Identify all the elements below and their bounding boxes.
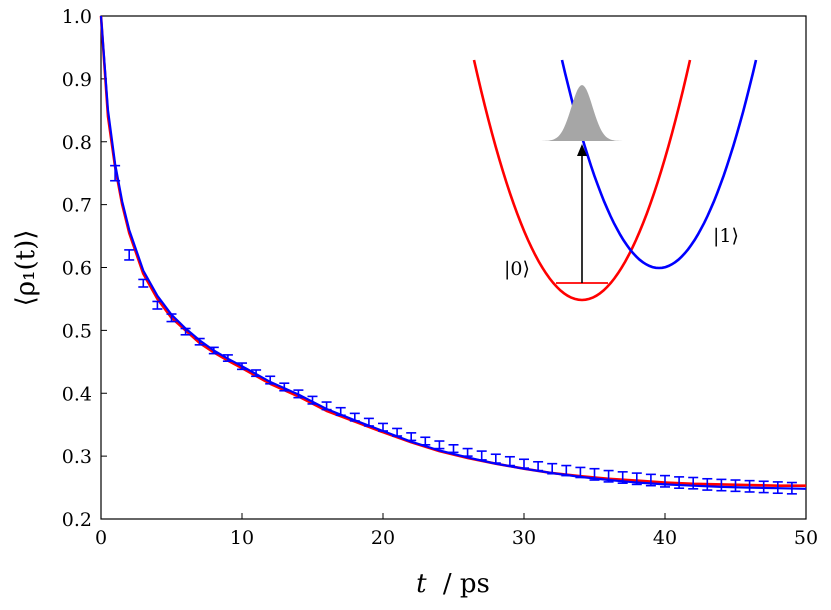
y-tick-label: 0.3 xyxy=(62,446,92,468)
error-bar xyxy=(349,412,360,422)
x-tick-label: 10 xyxy=(230,527,254,549)
error-bar xyxy=(237,362,247,371)
error-bar xyxy=(208,346,219,355)
error-bar xyxy=(406,432,417,442)
y-tick-label: 0.8 xyxy=(62,132,92,154)
y-tick-label: 0.2 xyxy=(62,509,92,531)
error-bar xyxy=(772,481,783,495)
x-axis-unit: / ps xyxy=(443,569,490,599)
error-bar xyxy=(222,354,233,362)
ticks: 0 10 20 30 40 50 0.2 0.3 0.4 0.5 0.6 0.7 0.8 0.9 1.0 xyxy=(62,6,818,549)
error-bar xyxy=(434,440,445,450)
error-bar xyxy=(321,401,332,411)
error-bar xyxy=(392,427,403,437)
y-tick-label: 0.6 xyxy=(62,258,92,280)
inset-potential-diagram: |0⟩ |1⟩ xyxy=(472,59,758,302)
error-bar xyxy=(335,406,346,417)
error-bar xyxy=(716,478,727,492)
error-bar xyxy=(645,473,656,487)
error-bar xyxy=(603,469,614,483)
error-bar xyxy=(504,455,515,467)
error-bar xyxy=(448,444,459,454)
ket-1-label: |1⟩ xyxy=(713,225,739,247)
error-bar xyxy=(462,447,473,457)
excitation-arrow-head xyxy=(577,144,587,156)
error-bar xyxy=(631,472,642,486)
error-bar xyxy=(519,458,529,469)
error-bar xyxy=(660,474,670,488)
error-bar xyxy=(124,249,135,261)
error-bar xyxy=(533,460,544,472)
error-bar xyxy=(589,467,600,481)
error-bar xyxy=(138,278,149,288)
y-tick-label: 0.7 xyxy=(62,195,92,217)
error-bar xyxy=(476,450,487,461)
y-tick-label: 0.4 xyxy=(62,383,92,405)
error-bar xyxy=(490,453,501,464)
error-bar xyxy=(152,300,163,310)
error-bar xyxy=(363,417,374,427)
series-line-1 xyxy=(99,15,806,488)
y-tick-label: 1.0 xyxy=(62,6,92,28)
x-tick-label: 20 xyxy=(371,527,395,549)
error-bar xyxy=(547,462,558,475)
ground-state-potential-curve xyxy=(472,59,692,302)
x-axis-label: t / ps xyxy=(416,569,490,599)
x-tick-label: 40 xyxy=(653,527,677,549)
series xyxy=(99,15,807,490)
error-bar xyxy=(575,466,586,479)
error-bar xyxy=(561,464,572,477)
error-bar xyxy=(307,395,318,405)
ket-0-label: |0⟩ xyxy=(504,258,530,280)
x-tick-label: 0 xyxy=(95,527,107,549)
x-axis-variable: t xyxy=(416,569,427,599)
error-bar xyxy=(730,479,741,493)
error-bar xyxy=(265,375,276,385)
y-tick-label: 0.9 xyxy=(62,69,92,91)
error-bar xyxy=(180,327,191,336)
error-bar xyxy=(293,389,304,399)
error-bars xyxy=(110,164,797,495)
wavepacket-shape xyxy=(537,85,627,141)
y-tick-label: 0.5 xyxy=(62,320,92,342)
y-axis-label: ⟨ρ₁(t)⟩ xyxy=(11,230,41,307)
excited-state-potential-curve xyxy=(560,59,758,270)
plot-frame xyxy=(100,15,807,520)
error-bar xyxy=(688,476,699,490)
error-bar xyxy=(786,481,797,495)
error-bar xyxy=(758,480,769,494)
error-bar xyxy=(110,164,121,182)
error-bar xyxy=(194,337,205,346)
x-tick-label: 50 xyxy=(794,527,818,549)
error-bar xyxy=(166,313,177,323)
error-bar xyxy=(674,476,685,489)
series-line-2 xyxy=(99,15,807,490)
x-tick-label: 30 xyxy=(512,527,536,549)
error-bar xyxy=(744,479,755,493)
error-bar xyxy=(702,477,713,491)
error-bar xyxy=(279,382,290,392)
error-bar xyxy=(420,436,431,446)
error-bar xyxy=(251,369,262,378)
error-bar xyxy=(617,471,628,484)
error-bar xyxy=(378,422,388,432)
